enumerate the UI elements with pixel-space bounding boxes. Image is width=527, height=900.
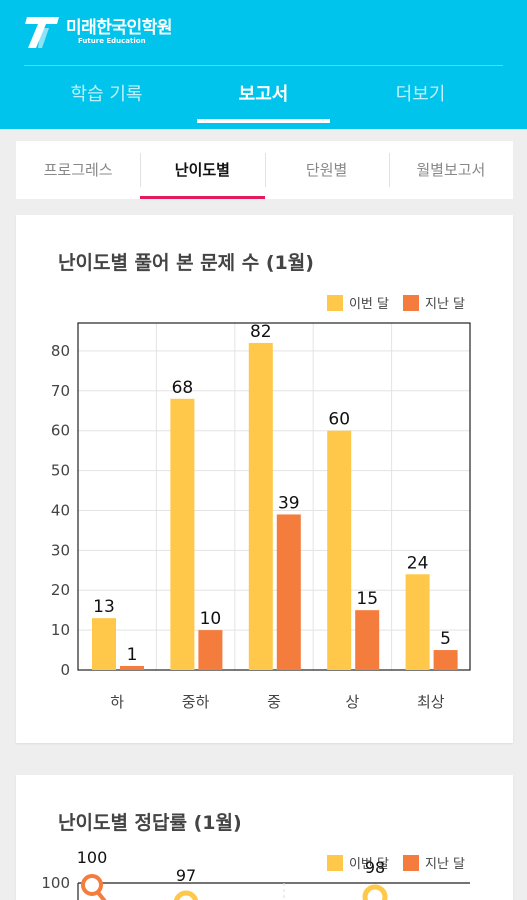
y-tick-label: 40 <box>51 501 70 519</box>
bar-last-month <box>276 514 301 670</box>
bar-this-month <box>327 430 352 670</box>
bar-last-month <box>355 610 380 670</box>
x-tick-label: 상 <box>345 693 359 711</box>
point-this-month <box>362 884 388 900</box>
legend-swatch-last-month <box>402 294 419 311</box>
data-label: 60 <box>328 410 350 430</box>
bar-this-month <box>170 398 195 670</box>
brand-subtitle: Future Education <box>78 36 146 45</box>
accuracy-line-chart: 100 100 97 98 <box>41 848 470 900</box>
data-label: 98 <box>365 858 385 877</box>
plot-frame <box>77 322 471 671</box>
tab-study-history[interactable]: 학습 기록 <box>70 84 143 105</box>
bar-this-month <box>248 342 273 670</box>
subtab-monthly-report[interactable]: 월별보고서 <box>388 141 513 199</box>
bar-this-month <box>92 618 116 670</box>
x-tick-label: 중하 <box>182 693 210 711</box>
y-tick-label: 0 <box>60 661 70 679</box>
legend-label: 지난 달 <box>424 297 465 312</box>
data-label: 5 <box>440 629 451 649</box>
data-label: 82 <box>250 322 272 342</box>
tab-more[interactable]: 더보기 <box>395 84 446 105</box>
data-label: 39 <box>278 493 300 513</box>
subtab-difficulty[interactable]: 난이도별 <box>140 141 265 199</box>
legend-item-this-month[interactable]: 이번 달 <box>326 853 389 872</box>
chart-legend: 이번 달 지난 달 <box>313 853 465 872</box>
legend-swatch-this-month <box>326 294 343 311</box>
y-tick-label: 80 <box>51 342 70 360</box>
y-tick-label: 50 <box>51 462 70 480</box>
data-label: 13 <box>93 597 115 617</box>
subtab-progress[interactable]: 프로그레스 <box>43 161 113 179</box>
data-label: 97 <box>176 866 196 885</box>
x-tick-label: 하 <box>110 693 124 711</box>
bar-last-month <box>120 666 144 670</box>
legend-swatch-last-month <box>402 854 419 871</box>
x-tick-label: 최상 <box>417 693 445 711</box>
data-label: 100 <box>77 848 108 867</box>
accuracy-card: 난이도별 정답률 (1월) 이번 달 지난 달 100 100 97 98 <box>16 775 513 900</box>
legend-swatch-this-month <box>326 854 343 871</box>
chart-title: 난이도별 풀어 본 문제 수 (1월) <box>58 252 314 274</box>
data-label: 68 <box>172 378 194 398</box>
bar-last-month <box>433 650 458 670</box>
data-label: 10 <box>200 609 222 629</box>
main-tab-bar: 학습 기록 보고서 더보기 <box>28 66 499 129</box>
subtab-unit[interactable]: 단원별 <box>264 141 389 199</box>
app-header: 미래한국인학원 Future Education 학습 기록 보고서 더보기 <box>0 0 527 129</box>
point-this-month <box>173 890 199 900</box>
tab-report[interactable]: 보고서 <box>185 66 342 129</box>
legend-label: 이번 달 <box>348 857 389 872</box>
bar-last-month <box>198 630 223 670</box>
difficulty-count-card: 난이도별 풀어 본 문제 수 (1월) 이번 달 지난 달 0 10 20 30 40 5… <box>16 215 513 743</box>
difficulty-bar-chart: 0 10 20 30 40 50 60 70 80 13 1 하 68 10 중하 82 39 중 60 15 상 24 5… <box>51 322 471 711</box>
y-tick-label: 100 <box>41 874 70 892</box>
data-label: 24 <box>407 553 429 573</box>
bar-this-month <box>405 574 430 670</box>
y-tick-label: 10 <box>51 621 70 639</box>
report-sub-tabs: 프로그레스 난이도별 단원별 월별보고서 <box>16 141 513 199</box>
legend-label: 이번 달 <box>348 297 389 312</box>
data-label: 15 <box>356 589 378 609</box>
legend-label: 지난 달 <box>424 857 465 872</box>
header-divider <box>24 65 503 66</box>
logo-seven-icon <box>25 17 59 48</box>
y-tick-label: 60 <box>51 422 70 440</box>
legend-item-last-month[interactable]: 지난 달 <box>402 293 465 312</box>
legend-item-last-month[interactable]: 지난 달 <box>402 853 465 872</box>
point-last-month <box>81 874 103 896</box>
y-tick-label: 30 <box>51 541 70 559</box>
brand-name: 미래한국인학원 <box>66 17 172 38</box>
data-label: 1 <box>127 645 138 665</box>
y-tick-label: 20 <box>51 581 70 599</box>
chart-legend: 이번 달 지난 달 <box>313 293 465 312</box>
legend-item-this-month[interactable]: 이번 달 <box>326 293 389 312</box>
brand-logo[interactable]: 미래한국인학원 Future Education <box>24 12 172 52</box>
x-tick-label: 중 <box>267 693 281 711</box>
y-tick-label: 70 <box>51 382 70 400</box>
chart-title: 난이도별 정답률 (1월) <box>58 812 242 834</box>
